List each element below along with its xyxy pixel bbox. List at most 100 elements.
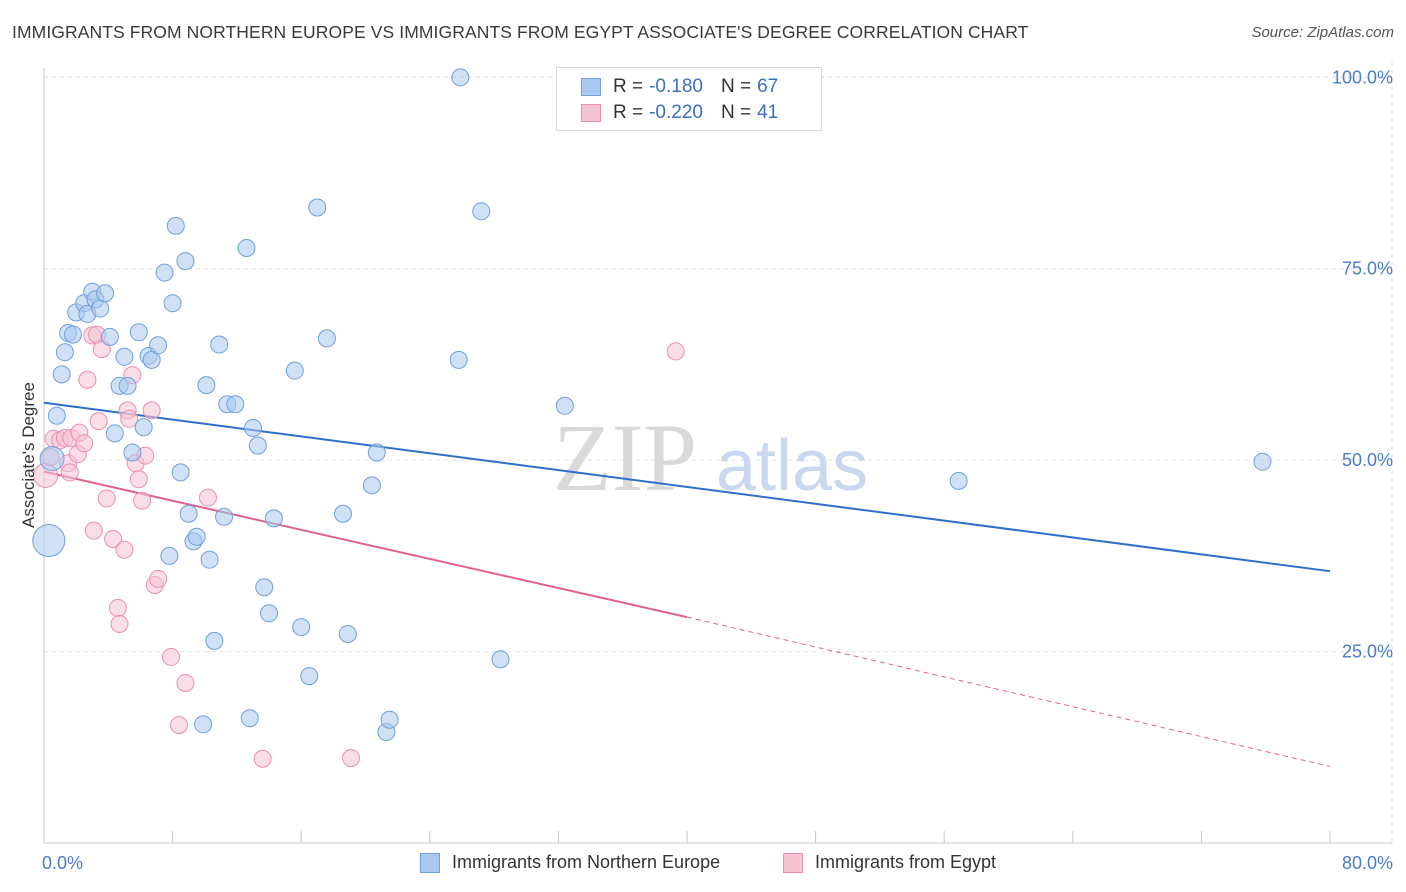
legend-n-label: N = (720, 76, 752, 97)
point-egypt (253, 749, 272, 768)
point-northern-europe (555, 396, 574, 415)
chart-title: IMMIGRANTS FROM NORTHERN EUROPE VS IMMIG… (12, 22, 1029, 42)
point-egypt (176, 673, 195, 692)
point-northern-europe (160, 546, 179, 565)
point-northern-europe (1253, 452, 1272, 471)
legend-swatch-blue (581, 78, 601, 96)
point-northern-europe (123, 443, 142, 462)
point-northern-europe (255, 578, 274, 597)
x-tick-label: 0.0% (42, 853, 83, 873)
gridlines (44, 62, 1393, 843)
point-northern-europe (285, 361, 304, 380)
point-egypt (129, 470, 148, 489)
point-northern-europe (105, 424, 124, 443)
points-northern-europe (32, 68, 1272, 741)
trend-line-egypt-extension (686, 616, 1331, 767)
watermark: ZIP atlas (553, 404, 868, 511)
point-northern-europe (300, 667, 319, 686)
point-northern-europe (333, 504, 352, 523)
point-northern-europe (264, 509, 283, 528)
point-northern-europe (63, 325, 82, 344)
point-egypt (97, 489, 116, 508)
point-northern-europe (96, 284, 115, 303)
watermark-zip: ZIP (553, 404, 697, 511)
point-northern-europe (118, 376, 137, 395)
y-tick-label: 25.0% (1342, 642, 1393, 662)
point-egypt (666, 342, 685, 361)
point-northern-europe (243, 418, 262, 437)
point-northern-europe (39, 446, 65, 472)
point-egypt (198, 488, 217, 507)
point-northern-europe (187, 527, 206, 546)
legend-r-value: -0.180 (649, 76, 703, 97)
point-northern-europe (240, 709, 259, 728)
series-legend-northern-europe[interactable]: Immigrants from Northern Europe (420, 852, 720, 873)
series-swatch-blue (420, 852, 440, 873)
point-northern-europe (197, 376, 216, 395)
point-egypt (120, 409, 139, 428)
point-northern-europe (248, 436, 267, 455)
point-egypt (161, 647, 180, 666)
point-northern-europe (47, 406, 66, 425)
point-egypt (110, 615, 129, 634)
point-northern-europe (205, 631, 224, 650)
point-northern-europe (100, 327, 119, 346)
point-egypt (142, 401, 161, 420)
point-northern-europe (215, 507, 234, 526)
point-egypt (89, 412, 108, 431)
point-northern-europe (317, 329, 336, 348)
point-northern-europe (210, 335, 229, 354)
series-legend-label: Immigrants from Egypt (815, 852, 997, 872)
point-egypt (133, 491, 152, 510)
point-egypt (342, 749, 361, 768)
trend-line-egypt (43, 470, 688, 619)
point-northern-europe (472, 202, 491, 221)
legend-r-label: R = (613, 102, 644, 123)
correlation-legend: R = -0.180 N = 67 R = -0.220 N = 41 (556, 67, 822, 131)
y-tick-label: 100.0% (1332, 67, 1393, 87)
point-northern-europe (380, 710, 399, 729)
source-label: Source: ZipAtlas.com (1251, 24, 1394, 41)
point-northern-europe (200, 550, 219, 569)
y-tick-label: 75.0% (1342, 259, 1393, 279)
point-egypt (149, 569, 168, 588)
point-egypt (108, 598, 127, 617)
point-northern-europe (32, 524, 66, 558)
legend-r-label: R = (613, 76, 644, 97)
legend-r-value: -0.220 (649, 102, 703, 123)
point-egypt (84, 521, 103, 540)
point-northern-europe (52, 365, 71, 384)
point-northern-europe (129, 323, 148, 342)
point-egypt (75, 434, 94, 453)
point-northern-europe (367, 443, 386, 462)
series-legend-egypt[interactable]: Immigrants from Egypt (783, 852, 996, 873)
legend-swatch-pink (581, 104, 601, 122)
point-northern-europe (491, 650, 510, 669)
point-northern-europe (362, 476, 381, 495)
legend-n-value: 67 (757, 76, 779, 97)
y-axis-title: Associate's Degree (19, 382, 38, 528)
legend-n-label: N = (720, 102, 752, 123)
point-egypt (115, 540, 134, 559)
x-tick-label: 80.0% (1342, 853, 1393, 873)
point-northern-europe (166, 216, 185, 235)
point-northern-europe (292, 618, 311, 637)
point-northern-europe (171, 463, 190, 482)
point-northern-europe (55, 343, 74, 362)
point-northern-europe (194, 715, 213, 734)
legend-n-value: 41 (757, 102, 779, 123)
series-legend-label: Immigrants from Northern Europe (452, 852, 721, 872)
point-northern-europe (226, 395, 245, 414)
point-egypt (78, 370, 97, 389)
legend-row-egypt: R = -0.220 N = 41 (581, 101, 778, 125)
series-legend: Immigrants from Northern Europe Immigran… (0, 852, 1406, 878)
point-northern-europe (91, 299, 110, 318)
point-northern-europe (308, 198, 327, 217)
point-northern-europe (163, 294, 182, 313)
point-northern-europe (449, 350, 468, 369)
point-northern-europe (176, 252, 195, 271)
tick-labels: 25.0% 50.0% 75.0% 100.0% 0.0% 80.0% (42, 67, 1393, 873)
point-egypt (170, 716, 189, 735)
point-northern-europe (155, 263, 174, 282)
